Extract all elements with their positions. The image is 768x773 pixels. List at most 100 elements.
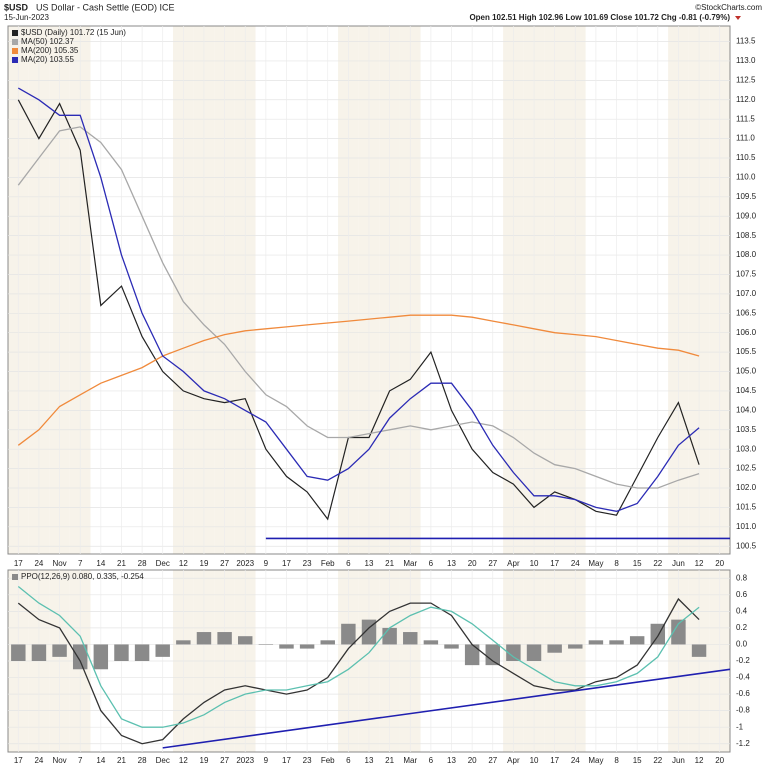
y-tick-label: -0.8 xyxy=(736,706,750,715)
x-tick-label: 22 xyxy=(653,756,662,765)
x-tick-label: 19 xyxy=(200,559,209,568)
histogram-bar xyxy=(423,640,439,645)
x-tick-label: 12 xyxy=(695,559,704,568)
histogram-bar xyxy=(299,644,315,649)
x-tick-label: 12 xyxy=(695,756,704,765)
histogram-bar xyxy=(609,640,624,645)
x-tick-label: 17 xyxy=(14,559,23,568)
x-tick-label: 24 xyxy=(571,756,580,765)
histogram-bar xyxy=(217,632,232,645)
x-tick-label: Nov xyxy=(52,559,66,568)
series-line xyxy=(17,87,700,512)
y-tick-label: 113.0 xyxy=(736,56,756,65)
y-tick-label: 0.0 xyxy=(736,640,748,649)
x-tick-label: 13 xyxy=(447,756,456,765)
x-tick-label: 27 xyxy=(488,559,497,568)
y-tick-label: 0.2 xyxy=(736,623,748,632)
x-tick-label: 13 xyxy=(365,559,374,568)
y-tick-label: 106.0 xyxy=(736,328,757,337)
x-tick-label: 22 xyxy=(653,559,662,568)
histogram-bar xyxy=(506,644,521,661)
x-tick-label: 20 xyxy=(715,756,724,765)
histogram-bar xyxy=(72,644,88,670)
histogram-bar xyxy=(629,636,645,645)
x-tick-label: 17 xyxy=(282,559,291,568)
x-tick-label: Feb xyxy=(321,756,335,765)
y-tick-label: 102.0 xyxy=(736,483,757,492)
x-tick-label: 2023 xyxy=(236,559,254,568)
legend-label: MA(50) 102.37 xyxy=(21,37,74,46)
x-tick-label: May xyxy=(588,756,603,765)
x-tick-label: 27 xyxy=(220,559,229,568)
y-tick-label: 104.5 xyxy=(736,386,757,395)
y-tick-label: 108.5 xyxy=(736,231,757,240)
histogram-bar xyxy=(671,619,686,645)
x-tick-label: 28 xyxy=(138,756,147,765)
date: 15-Jun-2023 xyxy=(4,13,49,22)
chart-title: US Dollar - Cash Settle (EOD) ICE xyxy=(36,2,175,12)
y-tick-label: 0.6 xyxy=(736,590,748,599)
y-tick-label: 103.0 xyxy=(736,444,757,453)
y-tick-label: 113.5 xyxy=(736,37,756,46)
down-arrow xyxy=(735,16,741,20)
x-tick-label: 12 xyxy=(179,559,188,568)
x-tick-label: 23 xyxy=(303,559,312,568)
legend-label: MA(20) 103.55 xyxy=(21,55,74,64)
y-tick-label: 107.5 xyxy=(736,270,757,279)
x-tick-label: 17 xyxy=(282,756,291,765)
y-tick-label: 109.0 xyxy=(736,211,757,220)
x-tick-label: 20 xyxy=(468,756,477,765)
y-tick-label: 110.5 xyxy=(736,153,756,162)
x-tick-label: 6 xyxy=(346,559,351,568)
x-tick-label: Jun xyxy=(672,559,685,568)
y-tick-label: 107.0 xyxy=(736,289,757,298)
y-tick-label: 108.0 xyxy=(736,250,757,259)
histogram-bar xyxy=(588,640,604,645)
x-tick-label: 2023 xyxy=(236,756,254,765)
y-tick-label: 0.4 xyxy=(736,606,748,615)
legend-label: $USD (Daily) 101.72 (15 Jun) xyxy=(21,28,126,37)
x-tick-label: 14 xyxy=(96,559,105,568)
x-tick-label: Dec xyxy=(156,559,170,568)
y-tick-label: 0.8 xyxy=(736,573,748,582)
y-tick-label: 106.5 xyxy=(736,308,757,317)
histogram-bar xyxy=(258,644,274,645)
histogram-bar xyxy=(382,627,397,645)
series-line xyxy=(17,314,700,446)
histogram-bar xyxy=(485,644,500,666)
y-tick-label: -1.2 xyxy=(736,739,750,748)
x-tick-label: Mar xyxy=(403,756,417,765)
x-tick-label: Nov xyxy=(52,756,66,765)
x-tick-label: Dec xyxy=(156,756,170,765)
x-tick-label: Apr xyxy=(507,559,520,568)
x-tick-label: 8 xyxy=(614,559,619,568)
x-tick-label: 17 xyxy=(550,756,559,765)
x-tick-label: 23 xyxy=(303,756,312,765)
x-tick-label: 21 xyxy=(117,559,126,568)
y-tick-label: 112.5 xyxy=(736,75,756,84)
x-tick-label: 9 xyxy=(264,756,269,765)
x-tick-label: 17 xyxy=(550,559,559,568)
credit: ©StockCharts.com xyxy=(695,3,762,12)
histogram-bar xyxy=(93,644,109,670)
legend-swatch xyxy=(12,574,18,580)
histogram-bar xyxy=(114,644,129,661)
y-tick-label: 100.5 xyxy=(736,541,757,550)
y-tick-label: 112.0 xyxy=(736,95,756,104)
x-tick-label: Mar xyxy=(403,559,417,568)
x-tick-label: 14 xyxy=(96,756,105,765)
x-tick-label: 15 xyxy=(633,559,642,568)
legend-swatch xyxy=(12,48,18,54)
y-tick-label: -1 xyxy=(736,722,744,731)
y-tick-label: -0.4 xyxy=(736,673,750,682)
y-tick-label: 101.0 xyxy=(736,522,757,531)
x-tick-label: 21 xyxy=(385,756,394,765)
x-tick-label: 13 xyxy=(365,756,374,765)
x-tick-label: 9 xyxy=(264,559,269,568)
histogram-bar xyxy=(547,644,562,653)
histogram-bar xyxy=(320,640,335,645)
legend-swatch xyxy=(12,39,18,45)
x-tick-label: 24 xyxy=(34,559,43,568)
histogram-bar xyxy=(31,644,47,661)
